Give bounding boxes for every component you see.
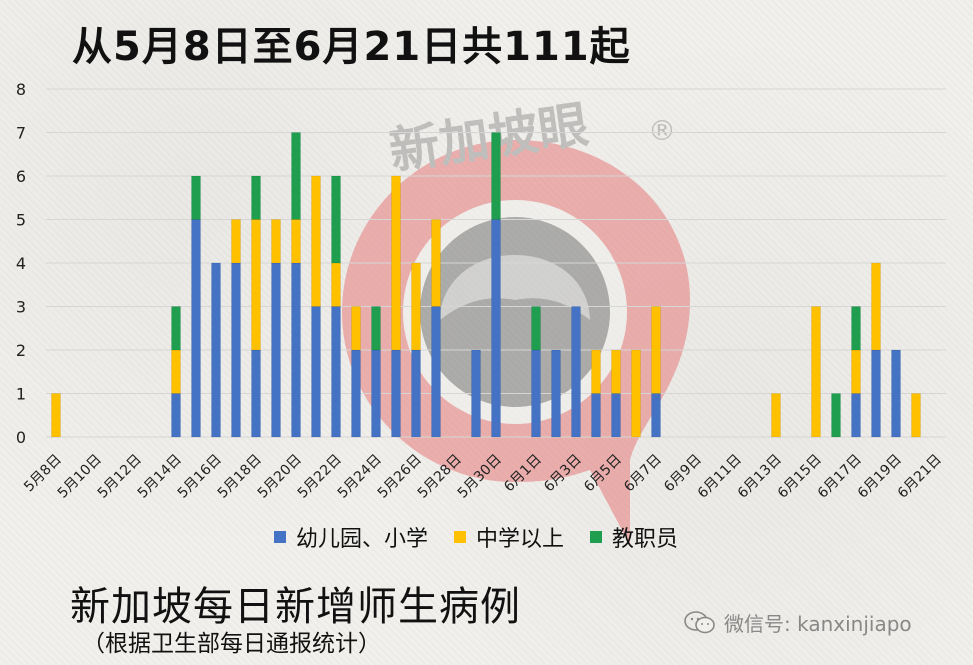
bar-segment-series-1 <box>171 349 181 394</box>
watermark-eye-shape <box>440 255 590 320</box>
bar-segment-series-0 <box>311 306 321 438</box>
bar-segment-series-2 <box>171 306 181 351</box>
bar-segment-series-0 <box>471 349 481 438</box>
bar-segment-series-1 <box>591 349 601 394</box>
footer-title: 新加坡每日新增师生病例 <box>70 584 521 630</box>
bar-segment-series-0 <box>651 393 661 438</box>
legend-swatch-staff <box>590 531 603 543</box>
bar-segment-series-0 <box>371 349 381 438</box>
bar-segment-series-1 <box>651 306 661 394</box>
bar-segment-series-0 <box>191 219 201 438</box>
bar-segment-series-0 <box>871 349 881 438</box>
bar-segment-series-0 <box>291 262 301 438</box>
y-tick-label: 8 <box>16 80 26 99</box>
bar-segment-series-1 <box>271 219 281 264</box>
y-tick-label: 5 <box>16 211 26 230</box>
bar-segment-series-2 <box>191 175 201 220</box>
bar-segment-series-0 <box>391 349 401 438</box>
legend-label-secondary: 中学以上 <box>476 527 565 552</box>
x-tick-label: 6月21日 <box>895 452 945 502</box>
legend-item-staff: 教职员 <box>590 521 678 553</box>
bar-segment-series-1 <box>771 393 781 438</box>
bar-segment-series-2 <box>531 306 541 351</box>
bar-segment-series-0 <box>211 262 221 438</box>
bar-segment-series-2 <box>331 175 341 264</box>
watermark-registered: ® <box>648 114 676 147</box>
bar-segment-series-2 <box>291 132 301 220</box>
bar-segment-series-0 <box>891 349 901 438</box>
bar-segment-series-0 <box>251 349 261 438</box>
bar-segment-series-0 <box>531 349 541 438</box>
bar-segment-series-1 <box>51 393 61 438</box>
bar-segment-series-0 <box>271 262 281 438</box>
bar-segment-series-1 <box>431 219 441 307</box>
bar-segment-series-1 <box>911 393 921 438</box>
bar-segment-series-0 <box>611 393 621 438</box>
bar-segment-series-0 <box>591 393 601 438</box>
bar-segment-series-0 <box>411 349 421 438</box>
bar-segment-series-0 <box>171 393 181 438</box>
bar-segment-series-2 <box>491 132 501 220</box>
bars <box>51 132 921 438</box>
legend-item-primary: 幼儿园、小学 <box>274 521 428 553</box>
y-tick-label: 2 <box>16 341 26 360</box>
watermark-dark-circle <box>420 217 610 407</box>
bar-segment-series-0 <box>331 306 341 438</box>
bar-segment-series-0 <box>551 349 561 438</box>
bar-segment-series-2 <box>371 306 381 351</box>
y-tick-label: 0 <box>16 428 26 447</box>
bar-segment-series-1 <box>391 175 401 351</box>
bar-segment-series-0 <box>571 306 581 438</box>
y-tick-label: 6 <box>16 167 26 186</box>
bar-segment-series-2 <box>831 393 841 438</box>
chart-header-title: 从5月8日至6月21日共111起 <box>72 24 631 70</box>
bar-segment-series-0 <box>851 393 861 438</box>
legend-swatch-secondary <box>454 531 467 543</box>
bar-segment-series-1 <box>871 262 881 351</box>
y-tick-label: 7 <box>16 124 26 143</box>
bar-segment-series-1 <box>351 306 361 351</box>
y-tick-label: 3 <box>16 298 26 317</box>
bar-segment-series-2 <box>851 306 861 351</box>
bar-segment-series-0 <box>231 262 241 438</box>
legend: 幼儿园、小学 中学以上 教职员 <box>274 521 704 553</box>
bar-segment-series-1 <box>611 349 621 394</box>
wechat-text: 微信号: kanxinjiapo <box>724 612 912 636</box>
bar-segment-series-0 <box>491 219 501 438</box>
bar-segment-series-1 <box>231 219 241 264</box>
legend-label-staff: 教职员 <box>612 527 679 552</box>
bar-segment-series-1 <box>411 262 421 351</box>
bar-segment-series-0 <box>351 349 361 438</box>
legend-swatch-primary <box>274 531 286 543</box>
bar-segment-series-1 <box>811 306 821 438</box>
y-tick-label: 4 <box>16 254 26 273</box>
watermark: 新加坡眼 ® <box>342 95 690 545</box>
legend-label-primary: 幼儿园、小学 <box>296 527 429 552</box>
bar-segment-series-2 <box>251 175 261 220</box>
wechat-account: 微信号: kanxinjiapo <box>684 608 912 637</box>
bar-segment-series-1 <box>851 349 861 394</box>
legend-item-secondary: 中学以上 <box>454 521 564 553</box>
y-tick-label: 1 <box>16 385 26 404</box>
footer-subtitle: （根据卫生部每日通报统计） <box>82 631 381 657</box>
bar-segment-series-1 <box>311 175 321 307</box>
bar-segment-series-0 <box>431 306 441 438</box>
bar-segment-series-1 <box>291 219 301 264</box>
bar-segment-series-1 <box>631 349 641 438</box>
y-axis: 0 1 2 3 4 5 6 7 8 <box>16 80 26 447</box>
bar-segment-series-1 <box>251 219 261 351</box>
wechat-icon <box>684 610 715 633</box>
bar-segment-series-1 <box>331 262 341 307</box>
